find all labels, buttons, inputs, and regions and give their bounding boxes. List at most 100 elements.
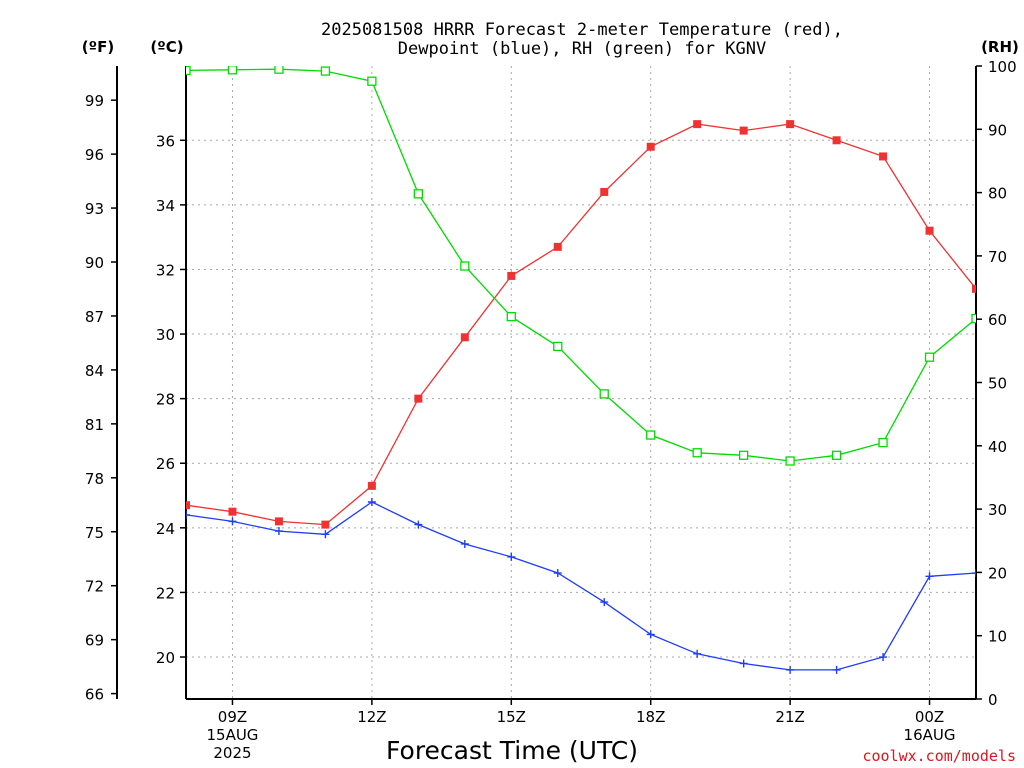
- rh-point: [1018, 203, 1024, 211]
- dewpoint-line: [186, 501, 976, 671]
- temperature-line: [186, 123, 976, 526]
- fahrenheit-tick-label: 96: [85, 146, 104, 164]
- temperature-point: [832, 136, 841, 145]
- celsius-tick-label: 34: [156, 197, 175, 215]
- x-tick-label: 18Z: [636, 708, 665, 726]
- dewpoint-point: [786, 665, 795, 674]
- rh-tick-label: 10: [988, 628, 1007, 646]
- temperature-point: [786, 120, 795, 129]
- x-tick-label: 21Z: [775, 708, 804, 726]
- dewpoint-point: [367, 497, 376, 506]
- rh-point: [413, 189, 424, 199]
- dewpoint-point: [228, 517, 237, 526]
- celsius-tick-label: 32: [156, 261, 175, 279]
- rh-point: [971, 313, 976, 324]
- rh-point: [274, 66, 284, 74]
- dewpoint-point: [693, 649, 702, 658]
- celsius-unit-label: (ºC): [150, 38, 183, 56]
- rh-point: [646, 430, 656, 440]
- rh-point: [367, 76, 377, 86]
- temperature-point: [186, 501, 190, 510]
- fahrenheit-tick-label: 81: [85, 416, 104, 434]
- x-tick-label: 2025: [213, 744, 251, 762]
- fahrenheit-tick-label: 69: [85, 632, 104, 650]
- x-axis-label: Forecast Time (UTC): [386, 736, 638, 765]
- rh-tick-label: 100: [988, 58, 1017, 76]
- dewpoint-point: [274, 527, 283, 536]
- fahrenheit-tick-label: 99: [85, 92, 104, 110]
- rh-point: [506, 312, 516, 322]
- dewpoint-point: [507, 552, 516, 561]
- rh-tick-label: 80: [988, 185, 1007, 203]
- fahrenheit-tick-label: 93: [85, 200, 104, 218]
- rh-point: [227, 66, 238, 75]
- rh-point: [599, 389, 609, 399]
- temperature-point: [553, 242, 562, 251]
- fahrenheit-tick-label: 75: [85, 524, 104, 542]
- temperature-point: [646, 142, 655, 151]
- dewpoint-point: [414, 520, 423, 529]
- dewpoint-point: [739, 659, 748, 668]
- dewpoint-point: [879, 653, 888, 662]
- temperature-point: [274, 517, 283, 526]
- rh-point: [186, 66, 191, 76]
- temperature-point: [321, 520, 330, 529]
- x-tick-label: 00Z: [915, 708, 944, 726]
- temperature-point: [693, 120, 702, 129]
- rh-point: [924, 352, 935, 362]
- dewpoint-point: [460, 539, 469, 548]
- fahrenheit-unit-label: (ºF): [82, 38, 114, 56]
- rh-line: [186, 68, 976, 462]
- rh-tick-label: 60: [988, 311, 1007, 329]
- dewpoint-point: [832, 665, 841, 674]
- rh-point: [831, 450, 842, 460]
- fahrenheit-tick-label: 90: [85, 254, 104, 272]
- temperature-point: [414, 394, 423, 403]
- x-tick-label: 15AUG: [206, 726, 258, 744]
- temperature-point: [1018, 372, 1024, 380]
- celsius-tick-label: 30: [156, 326, 175, 344]
- x-tick-label: 16AUG: [904, 726, 956, 744]
- rh-point: [320, 66, 331, 76]
- celsius-tick-label: 36: [156, 132, 175, 150]
- rh-point: [692, 448, 702, 458]
- temperature-point: [367, 481, 376, 490]
- dewpoint-point: [321, 530, 330, 539]
- rh-point: [460, 261, 470, 271]
- series-layer: [186, 66, 1024, 674]
- rh-tick-label: 70: [988, 248, 1007, 266]
- temperature-point: [972, 284, 976, 293]
- celsius-tick-label: 26: [156, 455, 175, 473]
- fahrenheit-tick-label: 66: [85, 686, 104, 704]
- dewpoint-point: [1018, 514, 1024, 522]
- x-tick-label: 12Z: [357, 708, 386, 726]
- axes: [111, 65, 982, 705]
- chart-title-line-1: 2025081508 HRRR Forecast 2-meter Tempera…: [321, 20, 843, 40]
- temperature-point: [879, 152, 888, 161]
- tick-labels: 66 69 72 75 78 81 84 87 90 93 96 99 20 22 24 26 28 30 32 34…: [85, 58, 1017, 762]
- fahrenheit-tick-label: 87: [85, 308, 104, 326]
- rh-point: [878, 437, 888, 448]
- rh-unit-label: (RH): [981, 38, 1019, 56]
- fahrenheit-tick-label: 78: [85, 470, 104, 488]
- fahrenheit-tick-label: 72: [85, 578, 104, 596]
- chart-title-line-2: Dewpoint (blue), RH (green) for KGNV: [398, 39, 766, 59]
- rh-point: [553, 341, 563, 352]
- rh-point: [738, 450, 749, 460]
- rh-tick-label: 90: [988, 121, 1007, 139]
- rh-tick-label: 20: [988, 564, 1007, 582]
- temperature-point: [507, 271, 516, 280]
- x-tick-label: 09Z: [218, 708, 247, 726]
- celsius-tick-label: 20: [156, 649, 175, 667]
- temperature-point: [460, 333, 469, 342]
- rh-tick-label: 40: [988, 438, 1007, 456]
- gridlines: [186, 66, 976, 699]
- temperature-point: [925, 226, 934, 235]
- dewpoint-point: [646, 630, 655, 639]
- temperature-point: [600, 187, 609, 196]
- rh-point: [785, 456, 795, 466]
- dewpoint-point: [925, 572, 934, 581]
- temperature-point: [739, 126, 748, 135]
- rh-tick-label: 30: [988, 501, 1007, 519]
